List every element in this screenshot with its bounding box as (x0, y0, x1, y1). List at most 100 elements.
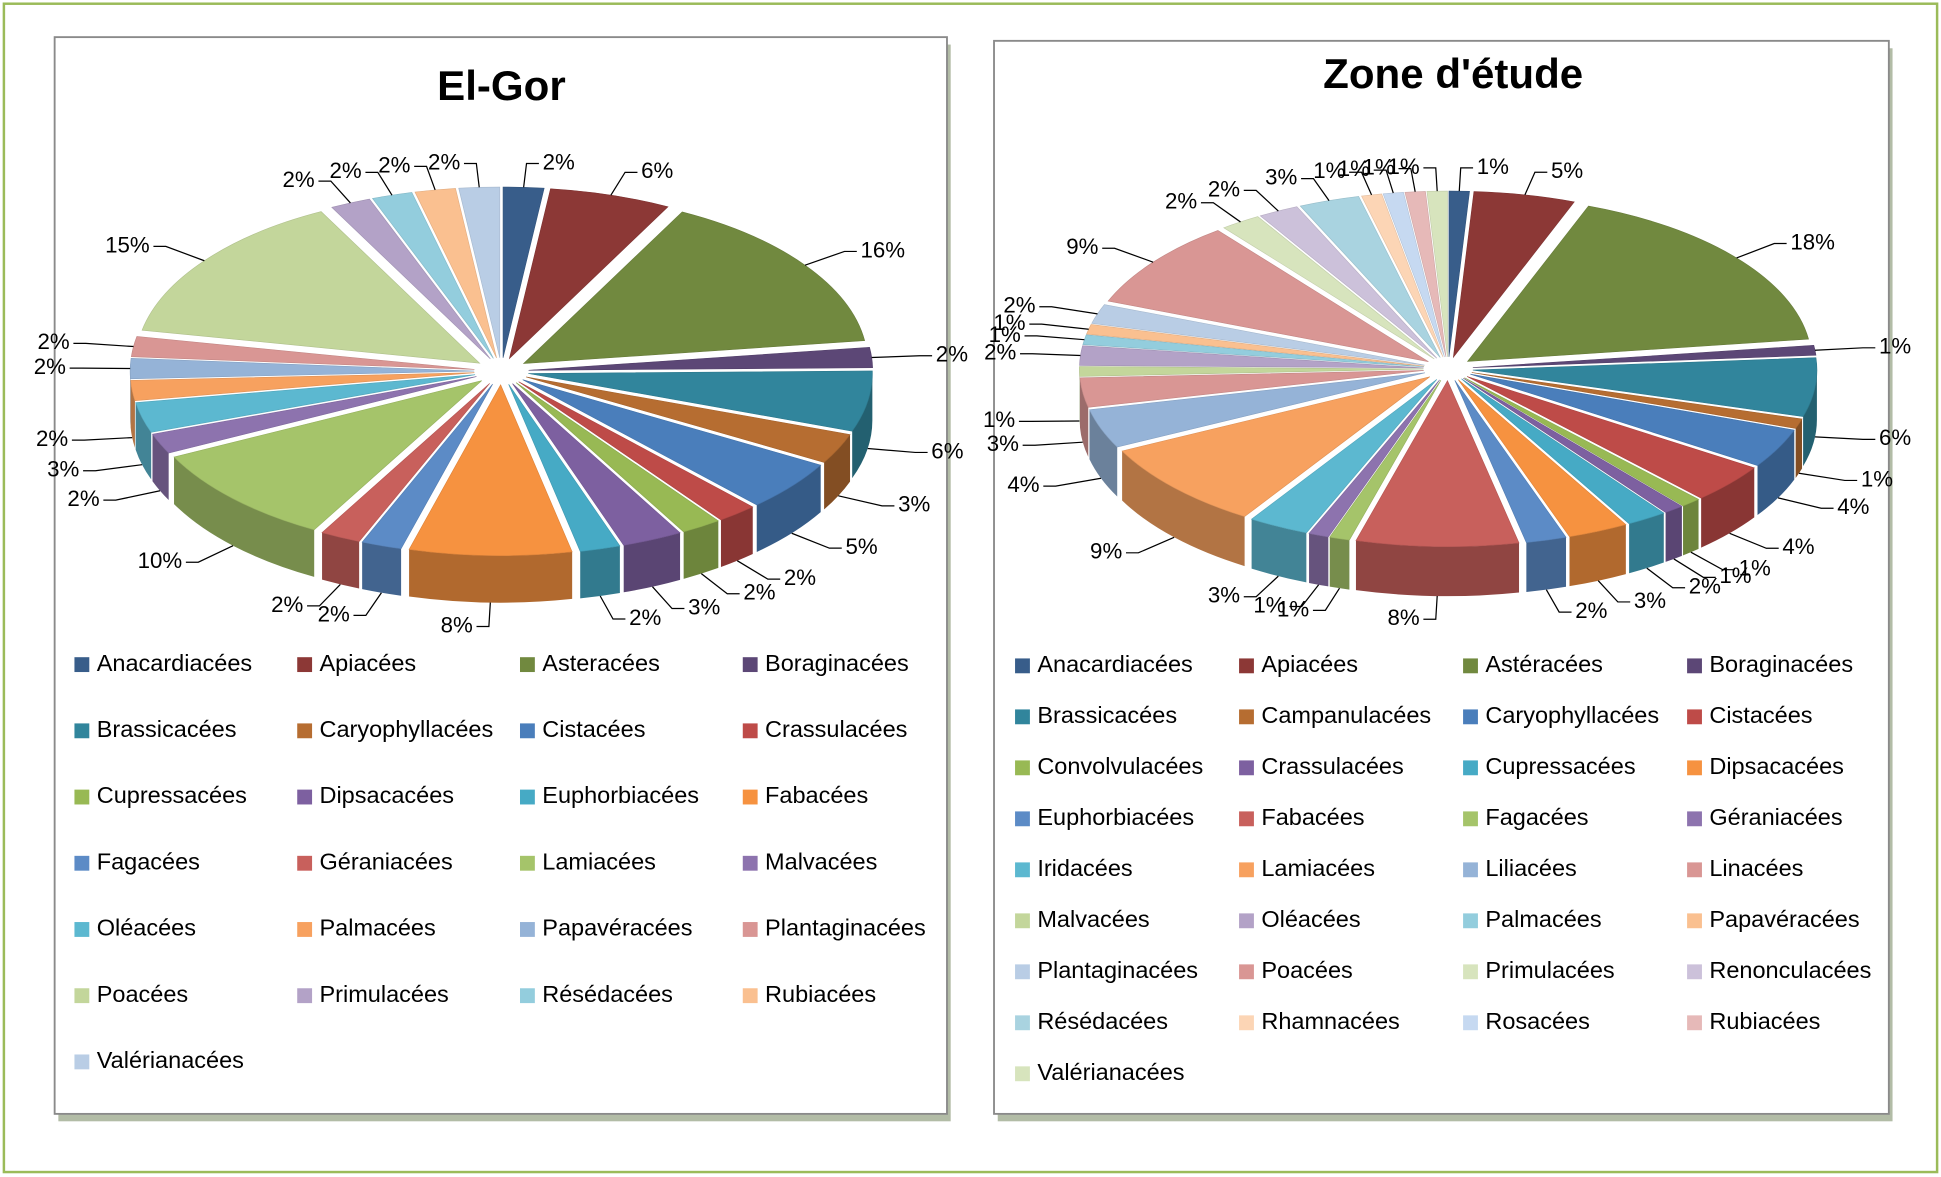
legend-label: Géraniacées (319, 848, 452, 874)
data-label: 2% (936, 342, 968, 367)
data-label: 1% (1739, 556, 1771, 581)
data-label: 1% (1387, 154, 1419, 179)
data-label: 3% (47, 457, 79, 482)
data-label: 2% (784, 565, 816, 590)
legend-label: Lamiacées (542, 848, 656, 874)
legend-swatch (1015, 1015, 1030, 1031)
legend-label: Caryophyllacées (1485, 702, 1659, 728)
legend-label: Poacées (1261, 957, 1352, 983)
legend-label: Plantaginacées (1037, 957, 1198, 983)
legend-label: Boraginacées (1709, 651, 1853, 677)
pie-tops (1079, 190, 1818, 547)
leader-line (1022, 441, 1083, 446)
legend-label: Valérianacées (1037, 1059, 1184, 1085)
data-label: 3% (688, 594, 720, 619)
leader-line (1798, 472, 1858, 482)
pie-slice (1470, 373, 1795, 466)
data-label: 18% (1790, 229, 1835, 254)
legend-swatch (1239, 913, 1254, 929)
data-label: 2% (378, 152, 410, 177)
legend-swatch (519, 789, 535, 805)
leader-line (871, 355, 933, 359)
legend-swatch (74, 789, 90, 805)
data-label: 4% (1782, 534, 1814, 559)
legend-swatch (1239, 811, 1254, 827)
pie-slice (518, 381, 754, 521)
data-label: 1% (1363, 155, 1395, 180)
pie-slice-side (580, 545, 620, 599)
data-label: 1% (1253, 592, 1285, 617)
pie-slice (141, 211, 481, 364)
pie-slice (1464, 377, 1700, 507)
pie-sides (130, 371, 873, 603)
legend-swatch (1463, 811, 1478, 827)
data-label: 1% (1313, 158, 1345, 183)
data-label: 2% (743, 580, 775, 605)
data-label: 2% (428, 149, 460, 174)
pie-slice (1472, 357, 1818, 417)
leader-line (736, 560, 781, 580)
pie-slice (1308, 379, 1440, 538)
legend-swatch (519, 855, 535, 871)
leader-line (1524, 171, 1548, 196)
legend-swatch (1239, 760, 1254, 776)
pie-slice (130, 372, 475, 402)
pie-slice (1466, 205, 1809, 362)
data-label: 1% (1879, 334, 1911, 359)
legend-swatch (1463, 964, 1478, 980)
leader-line (1423, 595, 1438, 620)
legend-label: Euphorbiacées (1037, 804, 1194, 830)
pie-slice (1079, 370, 1424, 408)
pie-slice (1329, 380, 1442, 541)
legend-swatch (519, 657, 535, 673)
legend-label: Fabacées (765, 782, 868, 808)
pie-slice (508, 384, 621, 552)
pie-slice (528, 370, 873, 432)
data-label: 4% (1837, 494, 1869, 519)
leader-line (1646, 567, 1686, 589)
data-label: 2% (34, 354, 66, 379)
pie-slice-side (174, 457, 315, 577)
legend-swatch (1687, 1015, 1702, 1031)
legend-swatch (1239, 964, 1254, 980)
legend-label: Oléacées (97, 915, 196, 941)
data-label: 2% (37, 329, 69, 354)
pie-slice-side (852, 373, 873, 479)
legend-label: Géraniacées (1709, 804, 1842, 830)
pie-slice (1448, 190, 1470, 357)
legend-swatch (74, 988, 90, 1004)
leader-line (804, 250, 857, 266)
legend-swatch (1239, 658, 1254, 674)
pie-slice (1089, 372, 1425, 448)
legend-swatch (1463, 760, 1478, 776)
legend-swatch (74, 723, 90, 739)
leader-line (867, 447, 928, 454)
leader-line (1673, 558, 1716, 578)
legend-swatch (74, 922, 90, 937)
pie-sides (1079, 368, 1817, 597)
pie-slice (1452, 191, 1575, 359)
legend-swatch (742, 855, 758, 871)
pie-slice (1079, 366, 1424, 377)
pie-slice (1121, 376, 1431, 517)
pie-slice-side (1251, 519, 1307, 583)
pie-slice (522, 379, 822, 506)
data-label: 15% (105, 232, 150, 257)
pie-slice-side (1355, 540, 1520, 597)
legend-label: Crassulacées (765, 716, 907, 742)
leader-line (71, 436, 133, 441)
legend-swatch (297, 922, 313, 937)
legend-swatch (1463, 862, 1478, 878)
pie-slice-side (362, 542, 402, 596)
legend-swatch (297, 855, 313, 871)
data-label: 8% (441, 612, 473, 637)
pie-slice (1382, 192, 1445, 358)
pie-slice (526, 376, 851, 463)
legend-label: Palmacées (319, 915, 435, 941)
legend-label: Primulacées (319, 981, 448, 1007)
chart-title: Zone d'étude (1323, 50, 1583, 97)
legend-label: Rubiacées (765, 981, 876, 1007)
legend-label: Caryophyllacées (319, 716, 493, 742)
data-label: 2% (67, 486, 99, 511)
legend-label: Apiacées (319, 650, 416, 676)
